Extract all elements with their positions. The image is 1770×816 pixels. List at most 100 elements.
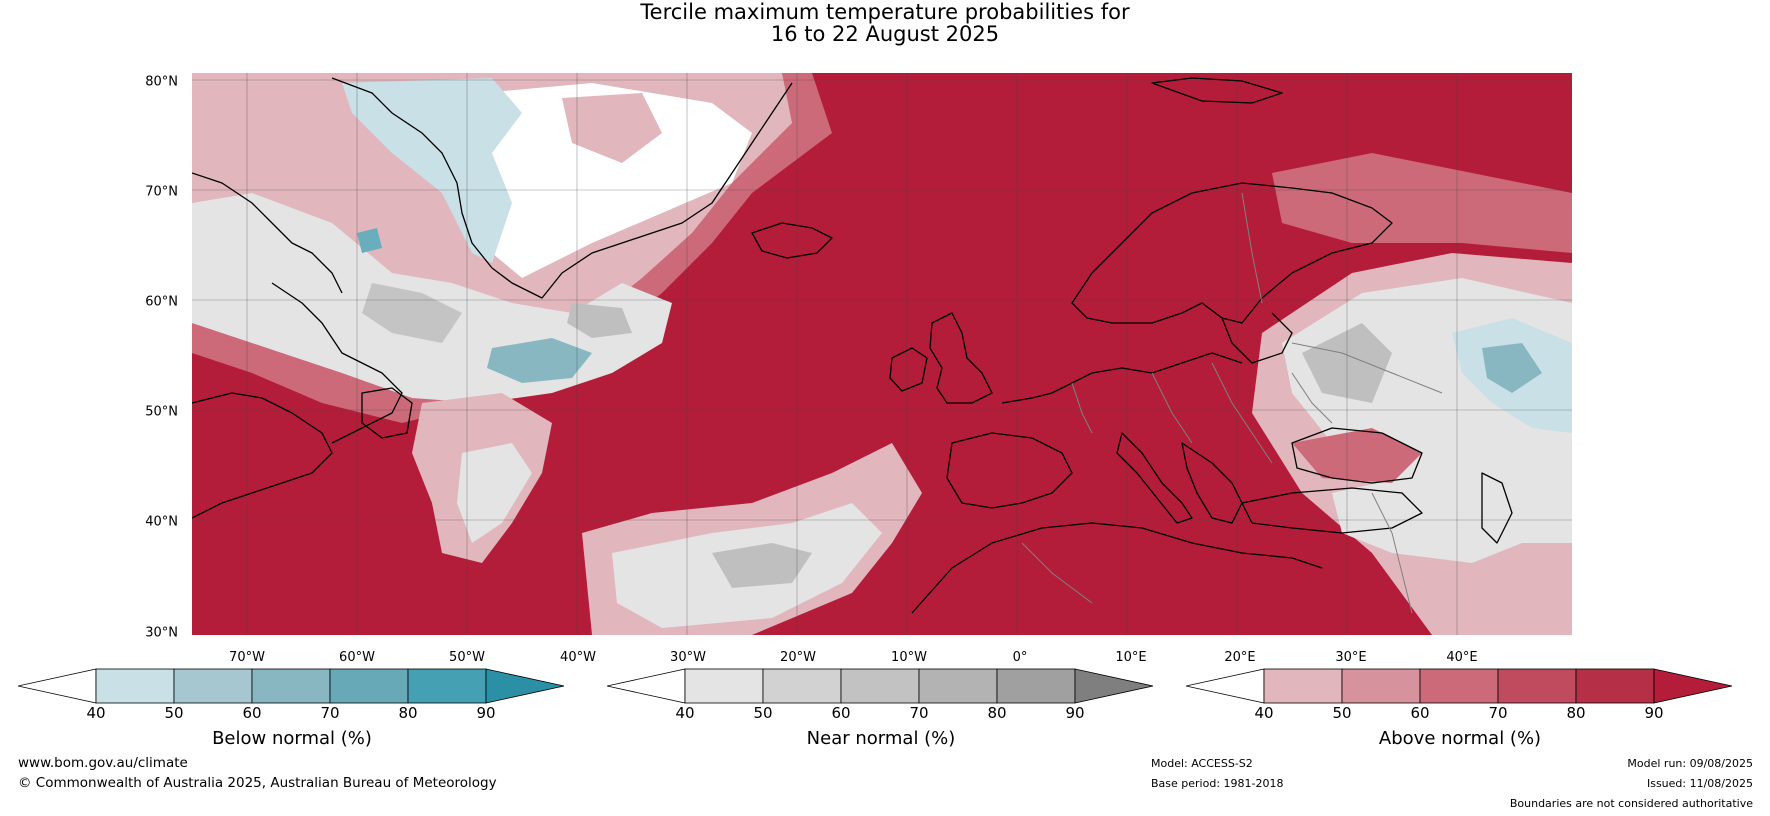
cbar-near-tick-40: 40 xyxy=(675,704,695,722)
cbar-near-tick-70: 70 xyxy=(909,704,929,722)
lon-label-20w: 20°W xyxy=(780,650,816,665)
near-normal-subtropical-dark xyxy=(712,543,812,588)
greenland-pink-region xyxy=(562,93,662,163)
map-canvas xyxy=(192,73,1572,635)
colorbar-above-bin-3 xyxy=(1419,668,1499,704)
cbar-above-tick-70: 70 xyxy=(1488,704,1508,722)
cbar-below-tick-80: 80 xyxy=(398,704,418,722)
coastline-balkans-greece xyxy=(1181,442,1243,524)
lon-label-30w: 30°W xyxy=(670,650,706,665)
colorbar-below-bin-2 xyxy=(173,668,253,704)
coastline-arctic-islands xyxy=(1151,77,1283,104)
colorbar-below-extend-high xyxy=(485,668,565,704)
cbar-near-tick-50: 50 xyxy=(753,704,773,722)
colorbar-above-extend-high xyxy=(1653,668,1733,704)
coastline-newfoundland xyxy=(361,387,413,439)
near-normal-mid-atlantic-grey xyxy=(457,443,532,543)
lat-label-30n: 30°N xyxy=(145,625,178,641)
coastline-italy xyxy=(1116,432,1193,524)
lon-label-0: 0° xyxy=(1012,650,1028,665)
country-borders xyxy=(1021,192,1443,614)
probability-map xyxy=(192,73,1572,635)
colorbar-near-bin-5 xyxy=(996,668,1076,704)
cbar-above-tick-90: 90 xyxy=(1644,704,1664,722)
lon-label-70w: 70°W xyxy=(229,650,265,665)
colorbar-above-normal xyxy=(1186,668,1733,704)
colorbar-label-near-normal: Near normal (%) xyxy=(806,728,956,749)
lon-label-60w: 60°W xyxy=(339,650,375,665)
colorbar-above-bin-4 xyxy=(1497,668,1577,704)
coastlines xyxy=(192,77,1513,614)
coastline-baffin xyxy=(192,172,343,294)
footer-model: Model: ACCESS-S2 xyxy=(1151,757,1253,770)
colorbar-label-above-normal: Above normal (%) xyxy=(1378,728,1542,749)
above-normal-black-sea xyxy=(1292,428,1422,483)
cbar-below-tick-70: 70 xyxy=(320,704,340,722)
coastline-turkey xyxy=(1241,487,1423,534)
colorbar-near-bin-1 xyxy=(684,668,764,704)
near-normal-caucasus xyxy=(1332,473,1522,563)
colorbar-below-bin-1 xyxy=(95,668,175,704)
lat-label-40n: 40°N xyxy=(145,514,178,530)
colorbar-near-bin-4 xyxy=(918,668,998,704)
cbar-above-tick-80: 80 xyxy=(1566,704,1586,722)
colorbar-near-bin-2 xyxy=(762,668,842,704)
colorbar-above-bin-2 xyxy=(1341,668,1421,704)
colorbar-near-extend-low xyxy=(607,668,686,704)
coastline-baltic xyxy=(1221,312,1293,364)
cbar-near-tick-80: 80 xyxy=(987,704,1007,722)
colorbar-above-bin-1 xyxy=(1263,668,1343,704)
cbar-below-tick-60: 60 xyxy=(242,704,262,722)
cbar-below-tick-50: 50 xyxy=(164,704,184,722)
coastline-north-america xyxy=(192,392,333,519)
below-normal-patch-baffin xyxy=(357,228,382,253)
footer-model-run: Model run: 09/08/2025 xyxy=(1627,757,1753,770)
colorbar-near-normal xyxy=(607,668,1154,704)
greenland-white-region xyxy=(472,83,752,278)
cbar-above-tick-60: 60 xyxy=(1410,704,1430,722)
footer-issued: Issued: 11/08/2025 xyxy=(1646,777,1753,790)
graticule xyxy=(192,73,1572,635)
lat-label-80n: 80°N xyxy=(145,74,178,90)
coastline-north-africa xyxy=(911,522,1323,614)
cbar-above-tick-40: 40 xyxy=(1254,704,1274,722)
colorbar-below-bin-5 xyxy=(407,668,487,704)
below-normal-russia-core xyxy=(1482,343,1542,393)
near-normal-grey-labrador xyxy=(362,283,462,343)
coastline-britain xyxy=(929,312,993,404)
colorbar-near-bin-3 xyxy=(840,668,920,704)
colorbar-below-bin-4 xyxy=(329,668,409,704)
cbar-below-tick-40: 40 xyxy=(86,704,106,722)
map-title-line2: 16 to 22 August 2025 xyxy=(770,22,1000,46)
colorbar-above-extend-low xyxy=(1186,668,1265,704)
coastline-europe-west xyxy=(1001,352,1243,404)
coastline-scandinavia xyxy=(1071,182,1393,324)
map-title-line1: Tercile maximum temperature probabilitie… xyxy=(640,0,1130,24)
lon-label-40w: 40°W xyxy=(560,650,596,665)
cbar-below-tick-90: 90 xyxy=(476,704,496,722)
lon-label-10e: 10°E xyxy=(1115,650,1147,665)
footer-base-period: Base period: 1981-2018 xyxy=(1151,777,1284,790)
coastline-ireland xyxy=(889,347,928,392)
lon-label-20e: 20°E xyxy=(1224,650,1256,665)
coastline-black-sea xyxy=(1291,427,1423,484)
footer-copyright: © Commonwealth of Australia 2025, Austra… xyxy=(18,775,497,791)
lon-label-40e: 40°E xyxy=(1446,650,1478,665)
colorbar-below-bin-3 xyxy=(251,668,331,704)
lat-label-60n: 60°N xyxy=(145,294,178,310)
coastline-caspian xyxy=(1481,472,1513,544)
lon-label-10w: 10°W xyxy=(891,650,927,665)
below-normal-patch-sea xyxy=(487,338,592,383)
cbar-above-tick-50: 50 xyxy=(1332,704,1352,722)
lat-label-70n: 70°N xyxy=(145,184,178,200)
colorbar-near-extend-high xyxy=(1074,668,1154,704)
colorbar-above-bin-5 xyxy=(1575,668,1655,704)
coastline-iberia xyxy=(946,432,1073,509)
footer-website: www.bom.gov.au/climate xyxy=(18,755,188,771)
lon-label-30e: 30°E xyxy=(1335,650,1367,665)
greenland-below-normal xyxy=(342,78,522,263)
colorbar-label-below-normal: Below normal (%) xyxy=(212,728,372,749)
footer-disclaimer: Boundaries are not considered authoritat… xyxy=(1509,797,1753,810)
coastline-iceland xyxy=(751,222,833,259)
cbar-near-tick-60: 60 xyxy=(831,704,851,722)
